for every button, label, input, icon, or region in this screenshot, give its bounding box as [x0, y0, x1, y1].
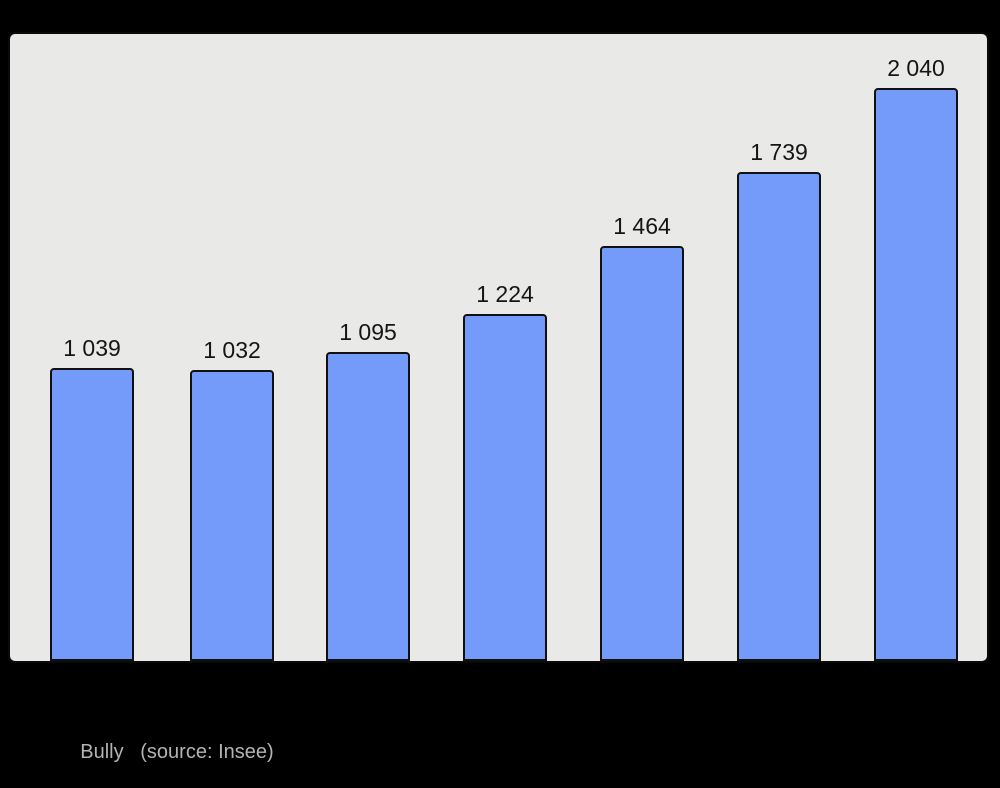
bar-rect[interactable]: [326, 352, 410, 661]
plot-area: 1 039 1 032 1 095 1 224 1 464 1 739: [8, 32, 989, 663]
bar-group[interactable]: 1 095: [326, 321, 410, 661]
bar-rect[interactable]: [50, 368, 134, 661]
caption-spacer: [124, 741, 141, 763]
bar-rect[interactable]: [600, 246, 684, 661]
bar-rect[interactable]: [874, 88, 958, 661]
bar-group[interactable]: 1 032: [190, 339, 274, 661]
bar-rect[interactable]: [737, 172, 821, 661]
caption-source: (source: Insee): [140, 741, 274, 763]
bar-group[interactable]: 1 039: [50, 337, 134, 661]
bar-value-label: 1 739: [750, 139, 808, 165]
bar-group[interactable]: 1 224: [463, 283, 547, 661]
bar-value-label: 1 032: [203, 337, 261, 363]
bar-value-label: 1 224: [476, 281, 534, 307]
caption-place-name: Bully: [80, 741, 124, 763]
bar-value-label: 1 464: [613, 213, 671, 239]
bar-rect[interactable]: [190, 370, 274, 661]
bar-group[interactable]: 1 464: [600, 215, 684, 661]
bar-series: 1 039 1 032 1 095 1 224 1 464 1 739: [10, 34, 987, 661]
bar-rect[interactable]: [463, 314, 547, 661]
chart-figure: 1 039 1 032 1 095 1 224 1 464 1 739: [8, 32, 989, 763]
bar-value-label: 2 040: [887, 55, 945, 81]
bar-group[interactable]: 1 739: [737, 141, 821, 661]
chart-caption: Bully (source: Insee): [58, 716, 274, 788]
bar-value-label: 1 095: [339, 319, 397, 345]
bar-value-label: 1 039: [63, 335, 121, 361]
bar-group[interactable]: 2 040: [874, 57, 958, 661]
